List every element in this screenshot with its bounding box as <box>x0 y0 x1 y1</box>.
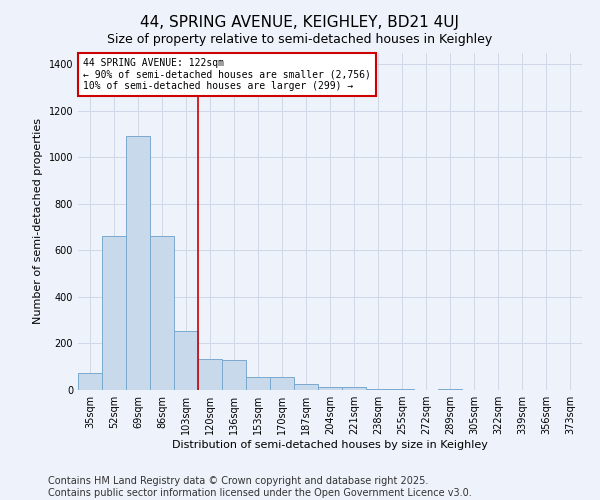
Bar <box>126 136 150 390</box>
Bar <box>150 236 174 390</box>
Bar <box>222 360 246 390</box>
Bar <box>102 236 126 390</box>
Bar <box>78 372 102 390</box>
Bar <box>246 377 270 390</box>
Text: Contains HM Land Registry data © Crown copyright and database right 2025.
Contai: Contains HM Land Registry data © Crown c… <box>48 476 472 498</box>
Y-axis label: Number of semi-detached properties: Number of semi-detached properties <box>33 118 43 324</box>
Bar <box>174 330 198 390</box>
Bar <box>294 384 318 390</box>
Text: 44, SPRING AVENUE, KEIGHLEY, BD21 4UJ: 44, SPRING AVENUE, KEIGHLEY, BD21 4UJ <box>140 15 460 30</box>
Bar <box>390 389 414 390</box>
X-axis label: Distribution of semi-detached houses by size in Keighley: Distribution of semi-detached houses by … <box>172 440 488 450</box>
Text: Size of property relative to semi-detached houses in Keighley: Size of property relative to semi-detach… <box>107 32 493 46</box>
Bar <box>270 377 294 390</box>
Bar <box>366 389 390 390</box>
Bar <box>342 387 366 390</box>
Text: 44 SPRING AVENUE: 122sqm
← 90% of semi-detached houses are smaller (2,756)
10% o: 44 SPRING AVENUE: 122sqm ← 90% of semi-d… <box>83 58 371 91</box>
Bar <box>318 386 342 390</box>
Bar <box>438 389 462 390</box>
Bar <box>198 358 222 390</box>
